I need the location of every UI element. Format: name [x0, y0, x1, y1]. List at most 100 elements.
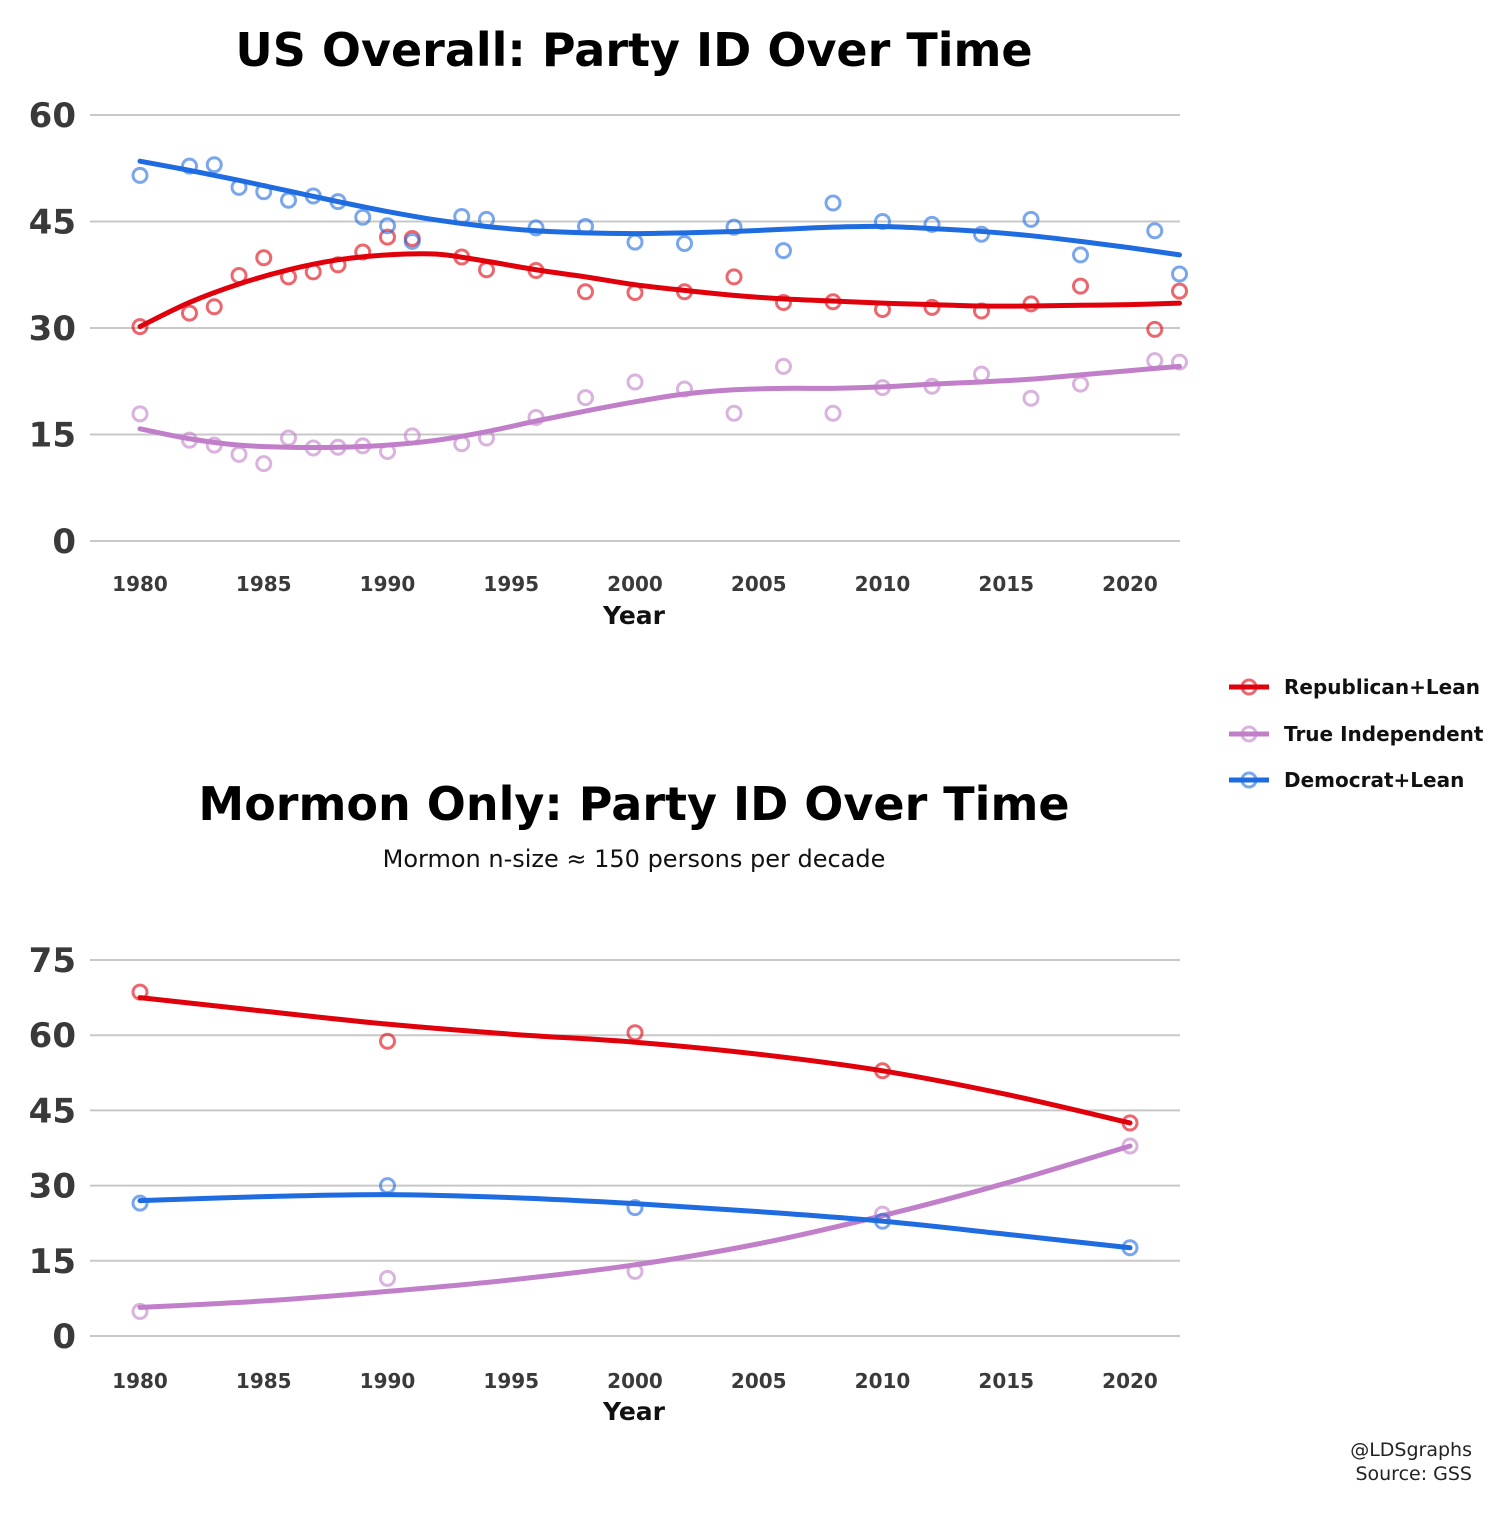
trend-line: [137, 1192, 1133, 1251]
data-point: [923, 298, 941, 316]
x-tick-label: 1985: [236, 1369, 292, 1393]
data-point: [1072, 246, 1089, 264]
y-tick-label: 0: [52, 522, 76, 562]
y-tick-label: 30: [29, 309, 76, 349]
trend-line: [137, 1143, 1133, 1310]
trend-line: [137, 251, 1182, 330]
y-tick-label: 15: [29, 416, 76, 456]
x-tick-label: 2015: [978, 1369, 1034, 1393]
y-tick-labels: 0 15 30 45 60: [29, 96, 76, 562]
chart-title: Mormon Only: Party ID Over Time: [198, 777, 1069, 831]
credit: @LDSgraphs Source: GSS: [1350, 1439, 1472, 1485]
x-tick-label: 1995: [483, 572, 539, 596]
x-axis-label: Year: [602, 601, 666, 630]
data-point: [725, 404, 743, 422]
x-tick-label: 1985: [236, 572, 292, 596]
legend-item-democrat: Democrat+Lean: [1229, 768, 1464, 792]
legend-marker: [1240, 771, 1258, 789]
chart-mormon-only: Mormon Only: Party ID Over Time Mormon n…: [29, 777, 1180, 1426]
data-series: [131, 983, 1139, 1320]
series-republican-lean: [131, 228, 1188, 338]
data-point: [577, 389, 594, 407]
data-point: [131, 166, 149, 184]
data-point: [626, 1199, 644, 1217]
y-tick-label: 75: [29, 941, 76, 981]
data-point: [181, 157, 198, 175]
x-tick-label: 2020: [1102, 1369, 1158, 1393]
trend-line: [137, 158, 1182, 258]
x-tick-labels: 1980 1985 1990 1995 2000 2005 2010 2015 2020: [112, 572, 1158, 596]
data-point: [824, 404, 842, 422]
legend-label: True Independent: [1284, 722, 1484, 746]
data-point: [1022, 210, 1040, 228]
chart-us-overall: US Overall: Party ID Over Time 0 15 30 45 60…: [29, 23, 1188, 630]
x-tick-label: 2010: [855, 572, 911, 596]
x-tick-label: 2005: [731, 572, 787, 596]
y-tick-label: 0: [52, 1317, 76, 1357]
data-point: [403, 232, 421, 250]
data-point: [1022, 389, 1040, 407]
legend-marker: [1240, 678, 1258, 696]
x-tick-label: 1995: [483, 1369, 539, 1393]
data-point: [1171, 282, 1188, 300]
data-point: [379, 228, 396, 246]
x-tick-label: 2015: [978, 572, 1034, 596]
data-point: [379, 1269, 396, 1287]
legend-item-republican: Republican+Lean: [1229, 675, 1480, 699]
data-point: [923, 215, 941, 233]
data-point: [181, 304, 198, 322]
credit-source: Source: GSS: [1355, 1463, 1472, 1485]
grid-lines: [90, 959, 1180, 1337]
y-tick-label: 15: [29, 1242, 76, 1282]
data-point: [131, 405, 149, 423]
legend: Republican+Lean True Independent Democra…: [1229, 675, 1484, 792]
data-point: [626, 373, 644, 391]
data-point: [577, 283, 594, 301]
credit-handle: @LDSgraphs: [1350, 1439, 1472, 1461]
x-tick-label: 2000: [607, 1369, 663, 1393]
data-point: [1171, 265, 1188, 283]
data-point: [255, 455, 273, 473]
data-point: [379, 217, 396, 235]
chart-title: US Overall: Party ID Over Time: [235, 23, 1032, 77]
y-tick-label: 45: [29, 1091, 76, 1131]
x-tick-label: 1990: [360, 572, 416, 596]
data-point: [775, 357, 792, 375]
data-point: [1072, 277, 1089, 295]
data-point: [1146, 320, 1164, 338]
legend-item-independent: True Independent: [1229, 722, 1484, 746]
data-point: [1146, 222, 1164, 240]
x-axis-label: Year: [602, 1397, 666, 1426]
x-tick-label: 2020: [1102, 572, 1158, 596]
data-point: [626, 1024, 644, 1042]
series-republican-lean: [131, 983, 1139, 1132]
data-point: [131, 318, 149, 336]
data-point: [131, 1302, 149, 1320]
data-point: [824, 194, 842, 212]
chart-subtitle: Mormon n-size ≈ 150 persons per decade: [383, 845, 886, 873]
x-tick-label: 1980: [112, 1369, 168, 1393]
legend-marker: [1240, 725, 1258, 743]
data-point: [775, 242, 792, 260]
data-point: [775, 293, 792, 311]
y-tick-label: 60: [29, 1016, 76, 1056]
x-tick-label: 2005: [731, 1369, 787, 1393]
series-democrat-lean: [131, 1177, 1139, 1257]
x-tick-labels: 1980 1985 1990 1995 2000 2005 2010 2015 2020: [112, 1369, 1158, 1393]
y-tick-label: 45: [29, 203, 76, 243]
x-tick-label: 2010: [855, 1369, 911, 1393]
legend-label: Democrat+Lean: [1284, 768, 1464, 792]
x-tick-label: 2000: [607, 572, 663, 596]
data-point: [131, 1194, 149, 1212]
series-true-independent: [131, 352, 1188, 473]
x-tick-label: 1990: [360, 1369, 416, 1393]
y-tick-label: 30: [29, 1167, 76, 1207]
data-point: [1171, 353, 1188, 371]
trend-line: [137, 363, 1182, 451]
x-tick-label: 1980: [112, 572, 168, 596]
trend-line: [137, 995, 1133, 1126]
legend-label: Republican+Lean: [1284, 675, 1480, 699]
data-point: [205, 298, 223, 316]
data-point: [354, 208, 372, 226]
